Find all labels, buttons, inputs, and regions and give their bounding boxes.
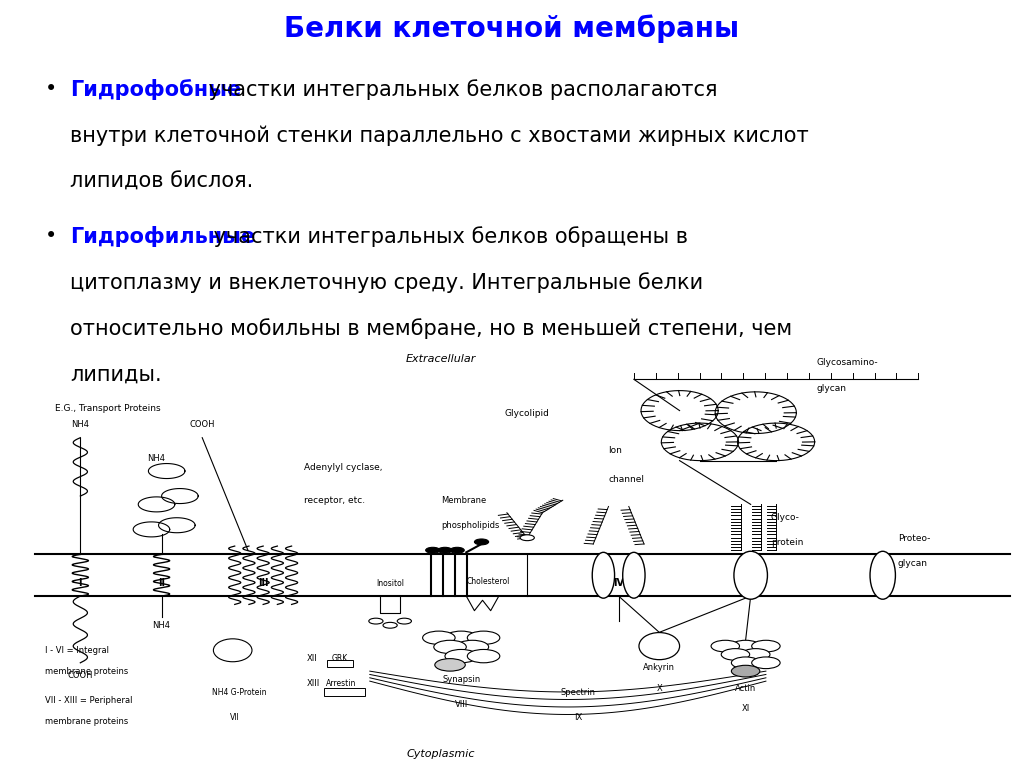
Circle shape — [752, 640, 780, 652]
Text: glycan: glycan — [817, 384, 847, 393]
Circle shape — [741, 649, 770, 660]
Ellipse shape — [870, 551, 895, 599]
Ellipse shape — [734, 551, 767, 599]
Circle shape — [438, 548, 452, 553]
Text: membrane proteins: membrane proteins — [45, 667, 128, 676]
Circle shape — [520, 535, 535, 541]
Text: липиды.: липиды. — [71, 365, 162, 385]
Text: Glyco-: Glyco- — [771, 512, 800, 522]
Circle shape — [711, 640, 739, 652]
Text: X: X — [656, 683, 663, 693]
Text: Гидрофобные: Гидрофобные — [71, 79, 242, 100]
Text: относительно мобильны в мембране, но в меньшей степени, чем: относительно мобильны в мембране, но в м… — [71, 318, 793, 340]
Circle shape — [435, 659, 465, 671]
Text: channel: channel — [608, 476, 644, 484]
Ellipse shape — [592, 552, 614, 598]
Text: I - VI = Integral: I - VI = Integral — [45, 646, 109, 655]
Text: membrane proteins: membrane proteins — [45, 717, 128, 726]
Text: III: III — [258, 578, 268, 588]
Text: II: II — [158, 578, 165, 588]
Text: Extracellular: Extracellular — [406, 354, 476, 364]
Text: XI: XI — [741, 704, 750, 713]
Text: Arrestin: Arrestin — [326, 680, 356, 689]
Text: VII: VII — [229, 713, 240, 722]
Text: E.G., Transport Proteins: E.G., Transport Proteins — [55, 404, 161, 413]
Text: Glycolipid: Glycolipid — [505, 409, 550, 417]
Circle shape — [383, 622, 397, 628]
Ellipse shape — [623, 552, 645, 598]
Text: I: I — [79, 578, 82, 588]
Text: Белки клеточной мембраны: Белки клеточной мембраны — [285, 15, 739, 43]
Circle shape — [456, 640, 488, 653]
Text: липидов бислоя.: липидов бислоя. — [71, 172, 253, 192]
Text: XII: XII — [307, 654, 317, 663]
Ellipse shape — [213, 639, 252, 662]
Circle shape — [731, 665, 760, 677]
Text: участки интегральных белков располагаются: участки интегральных белков располагаютс… — [202, 79, 718, 100]
Circle shape — [426, 548, 440, 553]
Text: Ion: Ion — [608, 446, 623, 455]
Bar — [325, 688, 365, 696]
Text: Ankyrin: Ankyrin — [643, 663, 675, 672]
Circle shape — [731, 657, 760, 669]
Text: G: G — [229, 646, 237, 655]
Bar — [327, 660, 352, 667]
Circle shape — [434, 640, 466, 653]
Circle shape — [467, 650, 500, 663]
Circle shape — [445, 650, 477, 663]
Circle shape — [474, 539, 488, 545]
Circle shape — [397, 618, 412, 624]
Text: Adenylyl cyclase,: Adenylyl cyclase, — [304, 463, 382, 472]
Text: Membrane: Membrane — [441, 496, 486, 505]
Text: Spectrin: Spectrin — [560, 688, 596, 696]
Text: IV: IV — [613, 578, 625, 588]
Text: •: • — [45, 79, 57, 100]
Circle shape — [450, 548, 464, 553]
Text: Proteo-: Proteo- — [898, 534, 931, 542]
Text: NH4 G-Protein: NH4 G-Protein — [212, 688, 267, 696]
Text: phospholipids: phospholipids — [441, 521, 500, 530]
Text: Inositol: Inositol — [376, 579, 404, 588]
Text: COOH: COOH — [189, 420, 215, 430]
Circle shape — [369, 618, 383, 624]
Text: VII - XIII = Peripheral: VII - XIII = Peripheral — [45, 696, 132, 705]
Text: Glycosamino-: Glycosamino- — [817, 358, 879, 367]
Circle shape — [731, 640, 760, 652]
Text: Cytoplasmic: Cytoplasmic — [407, 749, 475, 759]
Text: glycan: glycan — [898, 558, 928, 568]
Text: •: • — [45, 226, 57, 246]
Text: участки интегральных белков обращены в: участки интегральных белков обращены в — [207, 226, 688, 247]
Circle shape — [445, 631, 477, 644]
Text: XIII: XIII — [307, 680, 321, 689]
Ellipse shape — [639, 633, 680, 660]
Text: VIII: VIII — [455, 700, 468, 709]
Circle shape — [423, 631, 455, 644]
Circle shape — [467, 631, 500, 644]
Text: NH4: NH4 — [147, 454, 166, 463]
Text: Гидрофильные: Гидрофильные — [71, 226, 255, 247]
Text: цитоплазму и внеклеточную среду. Интегральные белки: цитоплазму и внеклеточную среду. Интегра… — [71, 272, 703, 293]
Text: Cholesterol: Cholesterol — [466, 577, 510, 586]
Text: NH4: NH4 — [153, 621, 171, 630]
Text: GRK: GRK — [331, 654, 347, 663]
Text: VI: VI — [878, 578, 888, 588]
Circle shape — [721, 649, 750, 660]
Text: protein: protein — [771, 538, 804, 547]
Text: COOH: COOH — [68, 671, 93, 680]
Text: receptor, etc.: receptor, etc. — [304, 496, 365, 505]
Text: IX: IX — [573, 713, 582, 722]
Text: V: V — [746, 578, 755, 588]
Circle shape — [752, 657, 780, 669]
Text: NH4: NH4 — [72, 420, 89, 430]
Text: Synapsin: Synapsin — [442, 675, 480, 684]
Text: Actin: Actin — [735, 683, 757, 693]
Text: внутри клеточной стенки параллельно с хвостами жирных кислот: внутри клеточной стенки параллельно с хв… — [71, 126, 809, 146]
